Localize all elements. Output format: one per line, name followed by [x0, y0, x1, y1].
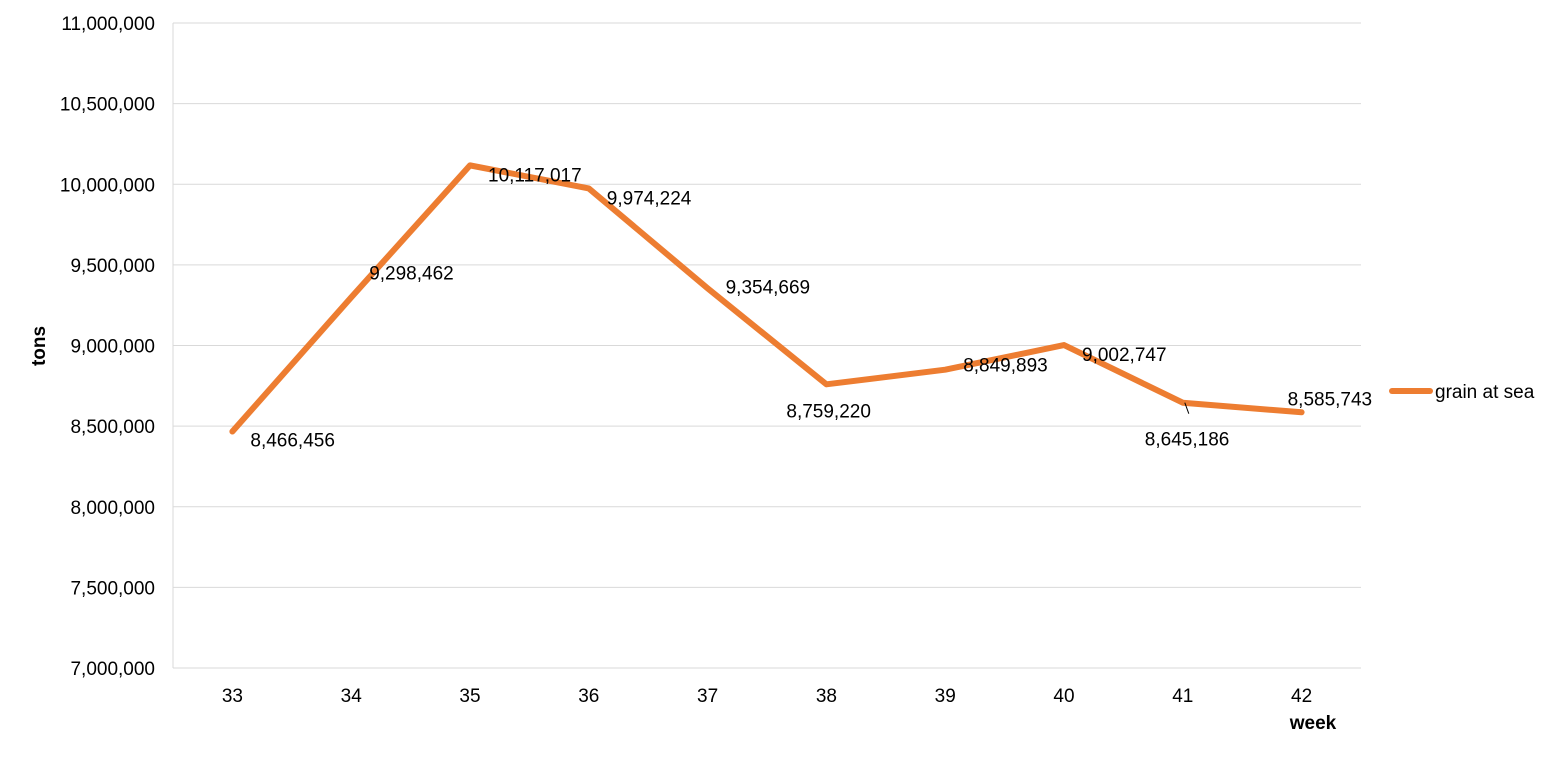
- series-line-grain-at-sea: [229, 162, 1305, 435]
- data-label: 8,585,743: [1288, 389, 1373, 410]
- data-label: 8,849,893: [963, 356, 1048, 377]
- data-label: 8,645,186: [1145, 430, 1230, 451]
- data-label: 8,466,456: [250, 431, 335, 452]
- x-tick-label: 38: [816, 686, 837, 707]
- series-group: [229, 162, 1305, 435]
- y-tick-label: 11,000,000: [61, 14, 155, 35]
- x-tick-label: 42: [1291, 686, 1312, 707]
- x-tick-label: 40: [1053, 686, 1074, 707]
- x-tick-labels: 33 34 35 36 37 38 39 40 41 42: [222, 686, 1312, 707]
- x-axis-title: week: [1289, 713, 1337, 734]
- data-label: 9,002,747: [1082, 345, 1167, 366]
- x-tick-label: 39: [935, 686, 956, 707]
- gridlines: [173, 22, 1361, 588]
- data-label-leader: [1184, 402, 1190, 414]
- x-tick-label: 37: [697, 686, 718, 707]
- legend-label-grain-at-sea: grain at sea: [1435, 382, 1535, 403]
- data-label: 9,974,224: [607, 188, 692, 209]
- y-tick-label: 9,000,000: [70, 337, 155, 358]
- data-label: 8,759,220: [786, 401, 871, 422]
- data-label: 9,354,669: [726, 277, 811, 298]
- x-tick-label: 36: [578, 686, 599, 707]
- y-axis-title: tons: [29, 326, 50, 366]
- data-labels: 8,466,456 9,298,462 10,117,017 9,974,224 9,3…: [250, 165, 1372, 451]
- y-tick-label: 10,500,000: [60, 95, 155, 116]
- y-tick-label: 8,500,000: [70, 417, 155, 438]
- y-tick-label: 9,500,000: [70, 256, 155, 277]
- axes: [172, 23, 1361, 669]
- y-tick-label: 10,000,000: [60, 175, 155, 196]
- x-tick-label: 41: [1172, 686, 1193, 707]
- x-tick-label: 34: [341, 686, 363, 707]
- legend: grain at sea: [1389, 382, 1535, 403]
- data-label: 10,117,017: [488, 165, 582, 186]
- x-tick-label: 35: [459, 686, 480, 707]
- y-tick-label: 8,000,000: [70, 498, 155, 519]
- x-tick-label: 33: [222, 686, 243, 707]
- y-tick-label: 7,000,000: [70, 659, 155, 680]
- y-tick-labels: 7,000,000 7,500,000 8,000,000 8,500,000 9,00…: [60, 14, 155, 680]
- y-tick-label: 7,500,000: [70, 578, 155, 599]
- data-label: 9,298,462: [369, 263, 454, 284]
